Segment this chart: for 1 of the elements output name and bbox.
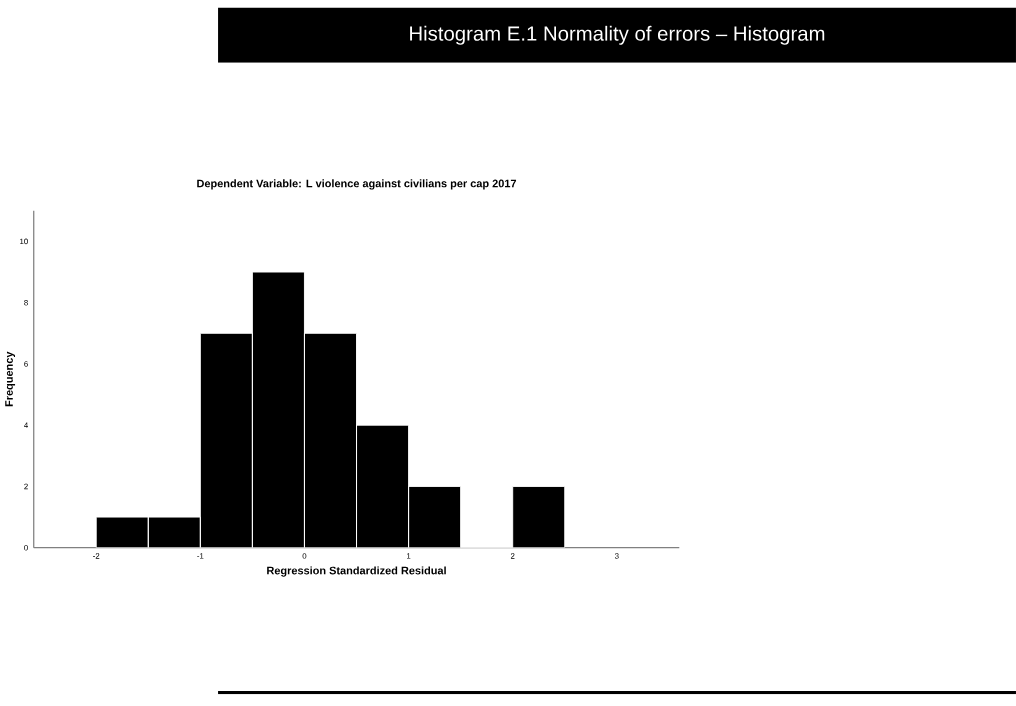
chart-title: Histogram E.1 Normality of errors – Histogram bbox=[410, 25, 825, 45]
